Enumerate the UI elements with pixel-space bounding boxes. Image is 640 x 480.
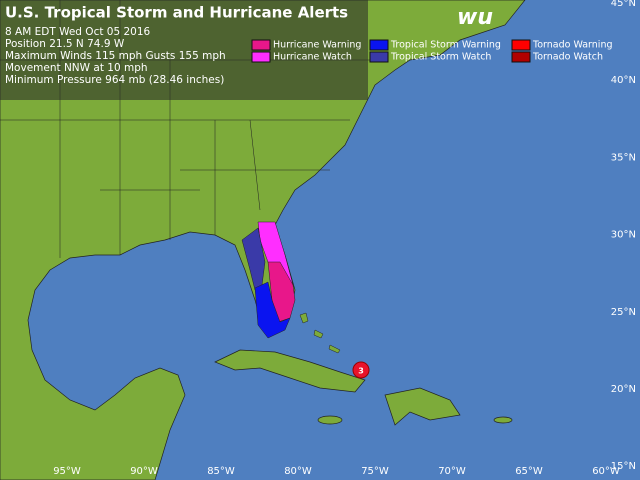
title: U.S. Tropical Storm and Hurricane Alerts <box>5 4 348 22</box>
lat-label: 15°N <box>611 461 636 472</box>
lat-label: 30°N <box>611 230 636 241</box>
ts-warning-zone <box>254 281 291 339</box>
legend-label: Hurricane Watch <box>273 52 352 63</box>
logo: wu <box>457 5 493 30</box>
jamaica <box>317 415 343 425</box>
puerto-rico <box>493 416 513 424</box>
lon-label: 90°W <box>130 466 158 477</box>
info-line: 8 AM EDT Wed Oct 05 2016 <box>5 26 151 38</box>
lat-label: 20°N <box>611 384 636 395</box>
lon-label: 70°W <box>438 466 466 477</box>
lat-label: 35°N <box>611 152 636 163</box>
legend-label: Hurricane Warning <box>273 40 361 51</box>
info-line: Minimum Pressure 964 mb (28.46 inches) <box>5 74 224 86</box>
legend-label: Tropical Storm Watch <box>390 52 491 63</box>
lat-label: 25°N <box>611 307 636 318</box>
lon-label: 65°W <box>515 466 543 477</box>
info-line: Maximum Winds 115 mph Gusts 155 mph <box>5 50 226 62</box>
legend-swatch <box>251 39 271 51</box>
legend-label: Tornado Warning <box>532 40 613 51</box>
legend-swatch <box>369 39 389 51</box>
legend-label: Tornado Watch <box>532 52 603 63</box>
legend-swatch <box>369 51 389 63</box>
info-panel <box>0 0 368 100</box>
legend-swatch <box>511 51 531 63</box>
lon-label: 80°W <box>284 466 312 477</box>
lon-label: 95°W <box>53 466 81 477</box>
hispaniola <box>384 387 461 426</box>
info-line: Position 21.5 N 74.9 W <box>5 38 125 50</box>
bahamas <box>299 312 341 354</box>
legend-swatch <box>511 39 531 51</box>
lon-label: 60°W <box>592 466 620 477</box>
legend-label: Tropical Storm Warning <box>390 40 501 51</box>
lon-label: 85°W <box>207 466 235 477</box>
lat-label: 40°N <box>611 75 636 86</box>
cuba <box>214 349 366 393</box>
info-line: Movement NNW at 10 mph <box>5 62 148 74</box>
lon-label: 75°W <box>361 466 389 477</box>
storm-marker <box>352 361 370 379</box>
lat-label: 45°N <box>611 0 636 9</box>
legend-swatch <box>251 51 271 63</box>
storm-label: 3 <box>358 367 364 376</box>
